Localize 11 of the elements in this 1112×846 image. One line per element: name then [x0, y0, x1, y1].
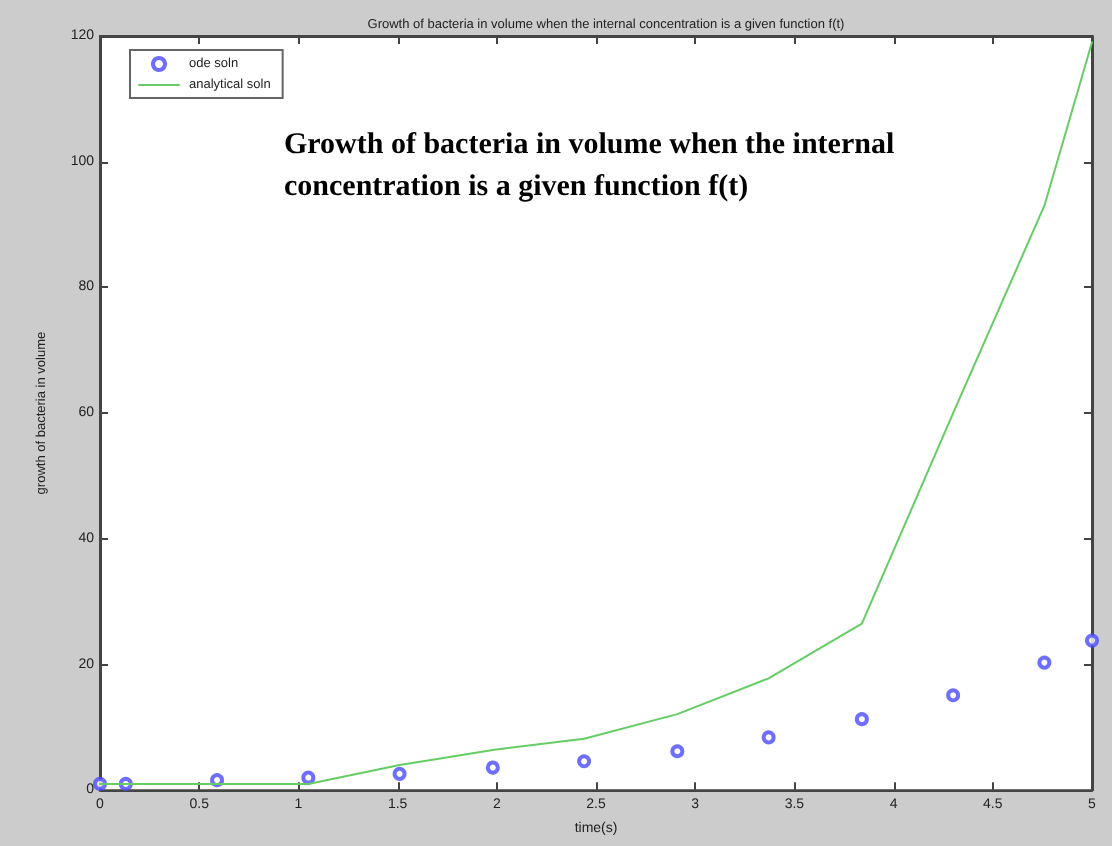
point: [854, 712, 869, 727]
point: [670, 744, 685, 759]
point: [577, 754, 592, 769]
point: [485, 760, 500, 775]
point: [1085, 633, 1099, 648]
point: [946, 688, 961, 703]
point: [1037, 655, 1052, 670]
point: [761, 730, 776, 745]
point: [301, 770, 316, 785]
point: [392, 766, 407, 781]
annotation: Growth of bacteria in volume when the internal concentration is a given function f(t): [284, 129, 902, 203]
